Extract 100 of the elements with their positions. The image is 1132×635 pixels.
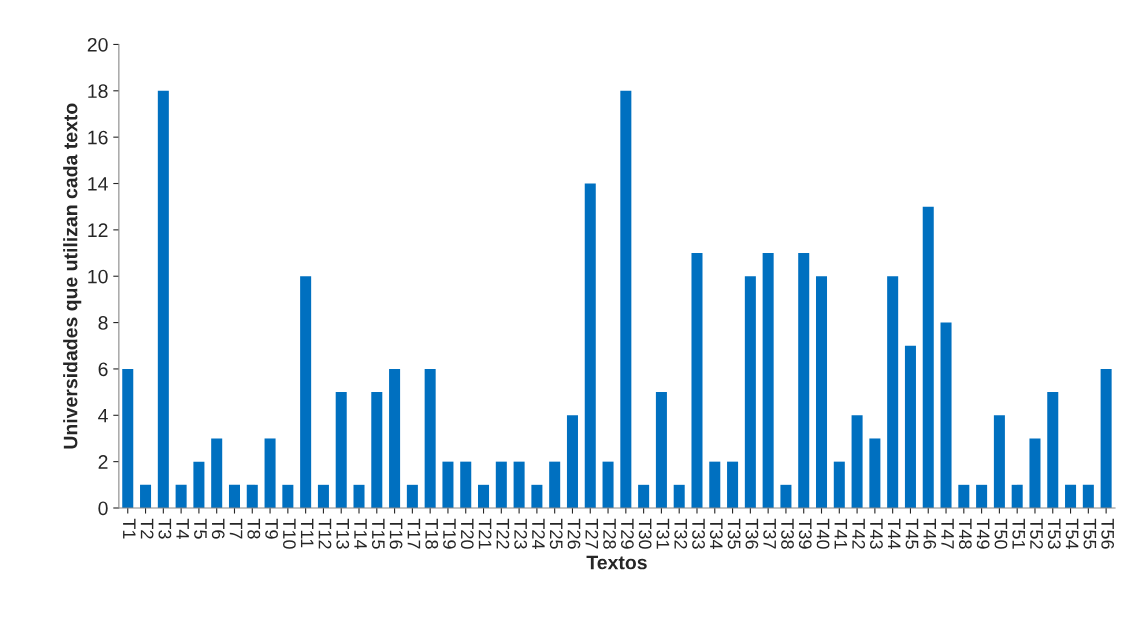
x-tick-label: T53 bbox=[1047, 518, 1061, 549]
x-tick-label: T48 bbox=[958, 518, 972, 549]
x-tick-label: T23 bbox=[514, 518, 528, 549]
x-tick-label: T1 bbox=[123, 518, 136, 539]
bar bbox=[1082, 484, 1094, 508]
x-tick-label: T18 bbox=[425, 518, 439, 549]
bar bbox=[851, 415, 863, 508]
bar bbox=[566, 415, 578, 508]
x-tick-label: T39 bbox=[798, 518, 812, 549]
x-tick-label: T27 bbox=[585, 518, 599, 549]
bar bbox=[495, 461, 507, 508]
bar bbox=[549, 461, 561, 508]
x-tick-label: T13 bbox=[336, 518, 350, 549]
bar bbox=[193, 461, 205, 508]
y-tick-label: 20 bbox=[87, 37, 108, 52]
bar bbox=[602, 461, 614, 508]
bar bbox=[815, 276, 828, 508]
bar bbox=[460, 461, 472, 508]
x-tick-label: T54 bbox=[1065, 518, 1079, 549]
x-tick-label: T19 bbox=[443, 518, 456, 549]
x-tick-label: T50 bbox=[994, 518, 1008, 549]
x-tick-label: T3 bbox=[158, 518, 172, 539]
x-tick-label: T7 bbox=[229, 518, 243, 539]
x-tick-label: T2 bbox=[140, 518, 154, 539]
bar bbox=[531, 484, 543, 508]
x-tick-label: T17 bbox=[407, 518, 421, 549]
y-tick-label: 14 bbox=[88, 177, 108, 191]
y-tick-label: 12 bbox=[88, 223, 108, 237]
x-tick-label: T26 bbox=[567, 518, 581, 549]
bar bbox=[1029, 438, 1041, 508]
x-tick-label: T29 bbox=[620, 518, 634, 549]
x-tick-label: T37 bbox=[763, 518, 777, 549]
x-tick-label: T38 bbox=[781, 518, 794, 549]
x-tick-label: T55 bbox=[1083, 518, 1097, 549]
x-tick-label: T44 bbox=[887, 518, 901, 549]
bar bbox=[993, 415, 1005, 508]
x-tick-label: T11 bbox=[300, 518, 314, 548]
x-tick-label: T42 bbox=[852, 518, 866, 549]
x-tick-label: T35 bbox=[727, 518, 741, 549]
x-tick-label: T25 bbox=[549, 518, 563, 549]
bar bbox=[922, 206, 934, 508]
bar bbox=[389, 368, 401, 508]
bar bbox=[335, 392, 347, 508]
y-tick-label: 18 bbox=[88, 84, 108, 99]
y-tick-label: 6 bbox=[98, 362, 108, 377]
x-tick-label: T33 bbox=[692, 518, 705, 549]
y-tick-label: 2 bbox=[98, 455, 108, 469]
x-tick-label: T30 bbox=[638, 518, 652, 549]
y-tick-label: 0 bbox=[98, 501, 108, 516]
bar bbox=[1065, 484, 1077, 508]
bar bbox=[1100, 368, 1112, 508]
bar bbox=[282, 484, 294, 508]
bar bbox=[958, 484, 970, 508]
y-tick-label: 16 bbox=[88, 130, 108, 145]
x-tick-label: T28 bbox=[603, 518, 616, 549]
bar bbox=[442, 461, 454, 508]
bar bbox=[157, 90, 169, 508]
x-tick-label: T16 bbox=[389, 518, 403, 549]
x-tick-label: T52 bbox=[1030, 518, 1043, 549]
x-tick-label: T47 bbox=[941, 518, 954, 549]
x-tick-label: T12 bbox=[318, 518, 332, 549]
bar bbox=[122, 368, 134, 508]
bar bbox=[655, 392, 667, 508]
bar bbox=[940, 322, 952, 508]
bar bbox=[976, 484, 988, 508]
bar bbox=[1011, 484, 1023, 508]
bar bbox=[744, 276, 756, 508]
x-tick-label: T15 bbox=[371, 518, 385, 549]
bar bbox=[371, 392, 383, 508]
x-tick-label: T46 bbox=[923, 518, 937, 549]
bar bbox=[798, 253, 810, 508]
y-tick-label: 10 bbox=[88, 269, 108, 284]
bar bbox=[317, 484, 329, 508]
bar bbox=[727, 461, 739, 508]
bar bbox=[246, 484, 258, 508]
bar bbox=[620, 90, 632, 508]
x-tick-label: T10 bbox=[283, 518, 296, 549]
y-tick-label: 8 bbox=[98, 316, 108, 330]
x-tick-label: T21 bbox=[478, 518, 492, 549]
x-tick-label: T51 bbox=[1012, 518, 1025, 549]
bar bbox=[478, 484, 490, 508]
bar bbox=[762, 253, 774, 508]
bar bbox=[584, 183, 596, 508]
x-tick-label: T8 bbox=[247, 518, 261, 539]
bar bbox=[300, 276, 312, 508]
x-tick-label: T9 bbox=[265, 518, 278, 539]
x-tick-label: T49 bbox=[976, 518, 990, 549]
bar bbox=[709, 461, 721, 508]
x-tick-label: T43 bbox=[870, 518, 883, 549]
bar bbox=[904, 345, 916, 508]
x-tick-label: T36 bbox=[745, 518, 759, 549]
bar bbox=[424, 368, 436, 508]
y-axis-title: Universidades que utilizan cada texto bbox=[63, 103, 82, 449]
bar bbox=[175, 484, 187, 508]
bar bbox=[780, 484, 792, 508]
x-tick-label: T56 bbox=[1101, 518, 1115, 549]
x-tick-label: T41 bbox=[834, 518, 848, 549]
bar bbox=[673, 484, 685, 508]
x-tick-label: T24 bbox=[532, 518, 545, 549]
x-tick-label: T5 bbox=[194, 518, 207, 539]
